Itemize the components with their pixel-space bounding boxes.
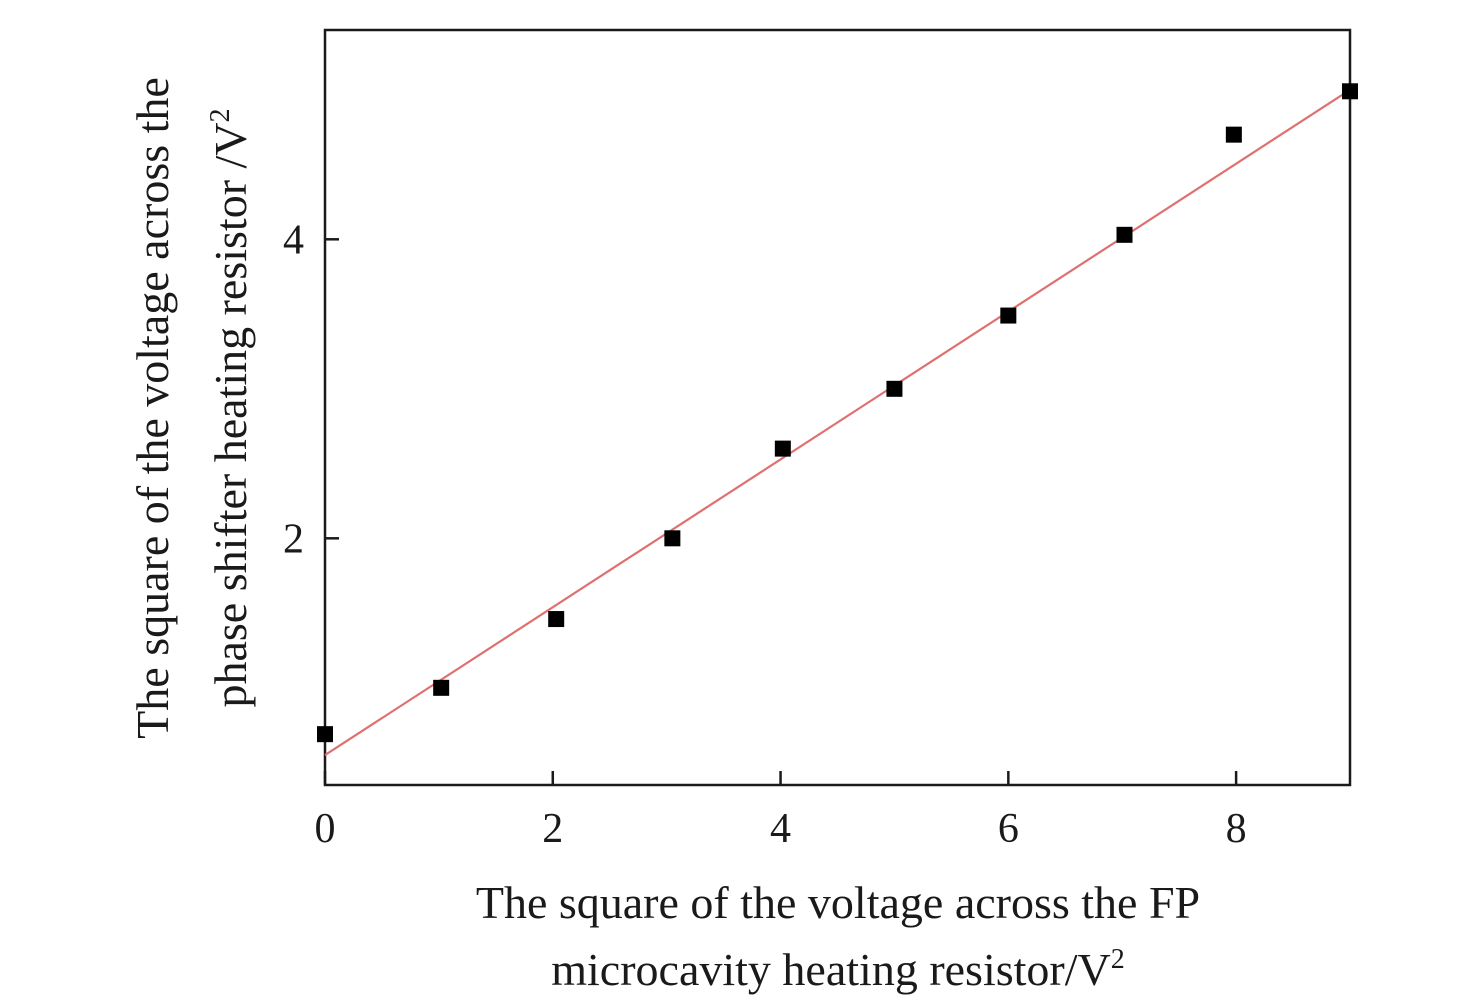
y-axis-title-line2-text: phase shifter heating resistor /V — [205, 122, 256, 707]
x-axis-title-line2: microcavity heating resistor/V2 — [551, 944, 1125, 995]
y-axis-title-superscript: 2 — [205, 108, 236, 122]
data-point-3 — [548, 611, 565, 628]
y-axis-title-line1: The square of the voltage across the — [127, 77, 178, 739]
data-point-9 — [1225, 126, 1242, 143]
fit-line — [324, 88, 1351, 757]
y-axis-title-line2: phase shifter heating resistor /V2 — [205, 108, 256, 707]
x-tick-label-2: 2 — [542, 806, 563, 852]
x-tick-label-8: 8 — [1226, 806, 1247, 852]
y-tick-label-4: 4 — [283, 217, 304, 263]
data-point-4 — [664, 530, 681, 547]
data-point-8 — [1116, 226, 1133, 243]
y-tick-label-2: 2 — [283, 516, 304, 562]
data-point-1 — [317, 726, 333, 743]
data-point-7 — [1000, 307, 1017, 324]
x-axis-title-line1: The square of the voltage across the FP — [476, 877, 1200, 928]
x-axis-title-line2-text: microcavity heating resistor/V — [551, 944, 1111, 995]
plot-frame — [323, 28, 1352, 787]
data-point-6 — [886, 380, 903, 397]
x-tick-label-4: 4 — [770, 806, 791, 852]
data-point-5 — [774, 440, 791, 457]
data-point-2 — [433, 679, 450, 696]
x-axis-title-superscript: 2 — [1111, 944, 1125, 975]
data-point-10 — [1342, 83, 1358, 100]
x-tick-label-6: 6 — [998, 806, 1019, 852]
x-tick-label-0: 0 — [315, 806, 336, 852]
